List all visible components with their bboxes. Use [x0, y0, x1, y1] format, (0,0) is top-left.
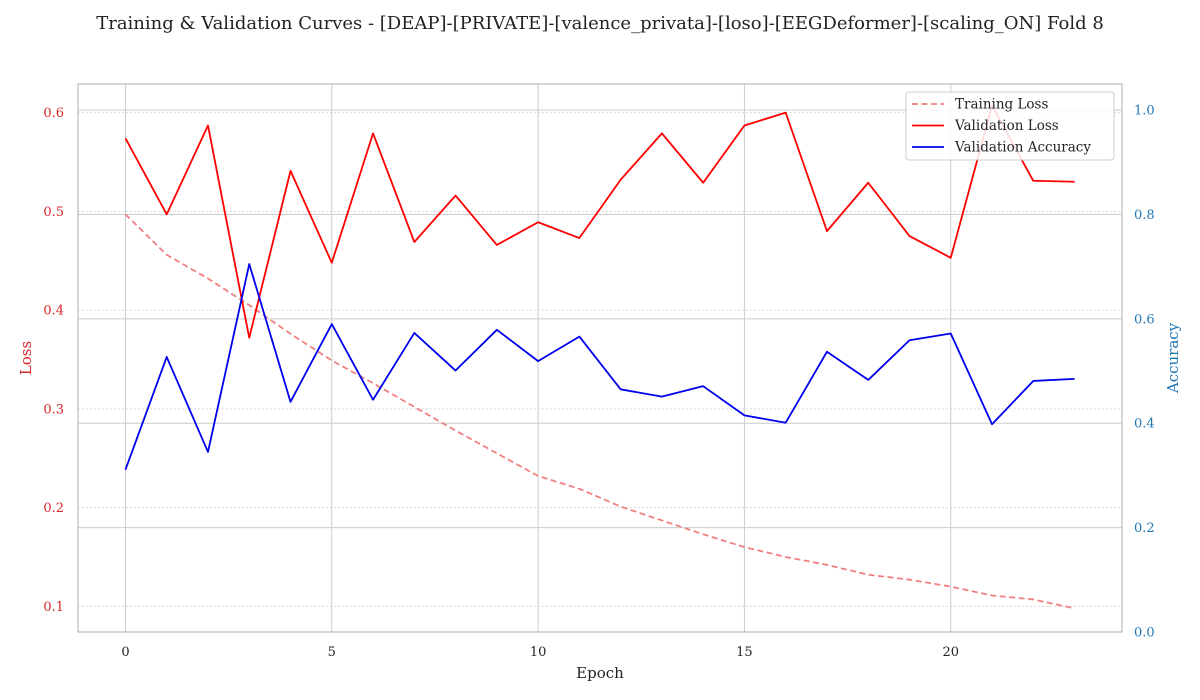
x-tick-label: 10: [530, 645, 547, 660]
chart-title: Training & Validation Curves - [DEAP]-[P…: [96, 13, 1104, 34]
y-axis-label-right: Accuracy: [1164, 322, 1182, 394]
y-left-tick-label: 0.6: [43, 106, 64, 121]
grid-layer: [78, 84, 1122, 632]
x-tick-label: 20: [942, 645, 959, 660]
series-line-training-loss: [124, 213, 1075, 610]
legend: Training Loss Validation Loss Validation A…: [905, 91, 1115, 161]
series-line-validation-loss: [124, 104, 1075, 339]
y-right-tick-label: 0.2: [1134, 521, 1155, 536]
y-axis-label-left: Loss: [17, 341, 35, 375]
y-left-tick-label: 0.2: [43, 501, 64, 516]
x-axis-label: Epoch: [576, 664, 624, 682]
y-right-tick-label: 1.0: [1134, 104, 1155, 119]
x-tick-label: 15: [736, 645, 753, 660]
x-tick-label: 5: [328, 645, 336, 660]
y-right-tick-label: 0.6: [1134, 312, 1155, 327]
y-right-tick-label: 0.0: [1134, 626, 1155, 641]
legend-label: Training Loss: [955, 97, 1048, 113]
legend-items: Training Loss Validation Loss Validation A…: [912, 97, 1091, 156]
legend-label: Validation Accuracy: [954, 140, 1091, 156]
legend-label: Validation Loss: [954, 118, 1059, 134]
y-left-tick-label: 0.1: [43, 600, 64, 615]
y-left-tick-label: 0.3: [43, 402, 64, 417]
plot-frame: [77, 83, 1123, 633]
ticks-layer: 0 5 10 15 20 0.1 0.2 0.3 0.4 0.5 0.6 0.0 0.2 0.4 0.6 0.…: [43, 104, 1154, 660]
y-left-tick-label: 0.4: [43, 304, 64, 319]
y-right-tick-label: 0.8: [1134, 208, 1155, 223]
y-left-tick-label: 0.5: [43, 205, 64, 220]
series-layer: [124, 104, 1075, 610]
y-right-tick-label: 0.4: [1134, 417, 1155, 432]
x-tick-label: 0: [121, 645, 129, 660]
series-line-validation-accuracy: [124, 263, 1075, 470]
legend-box: [905, 91, 1115, 161]
